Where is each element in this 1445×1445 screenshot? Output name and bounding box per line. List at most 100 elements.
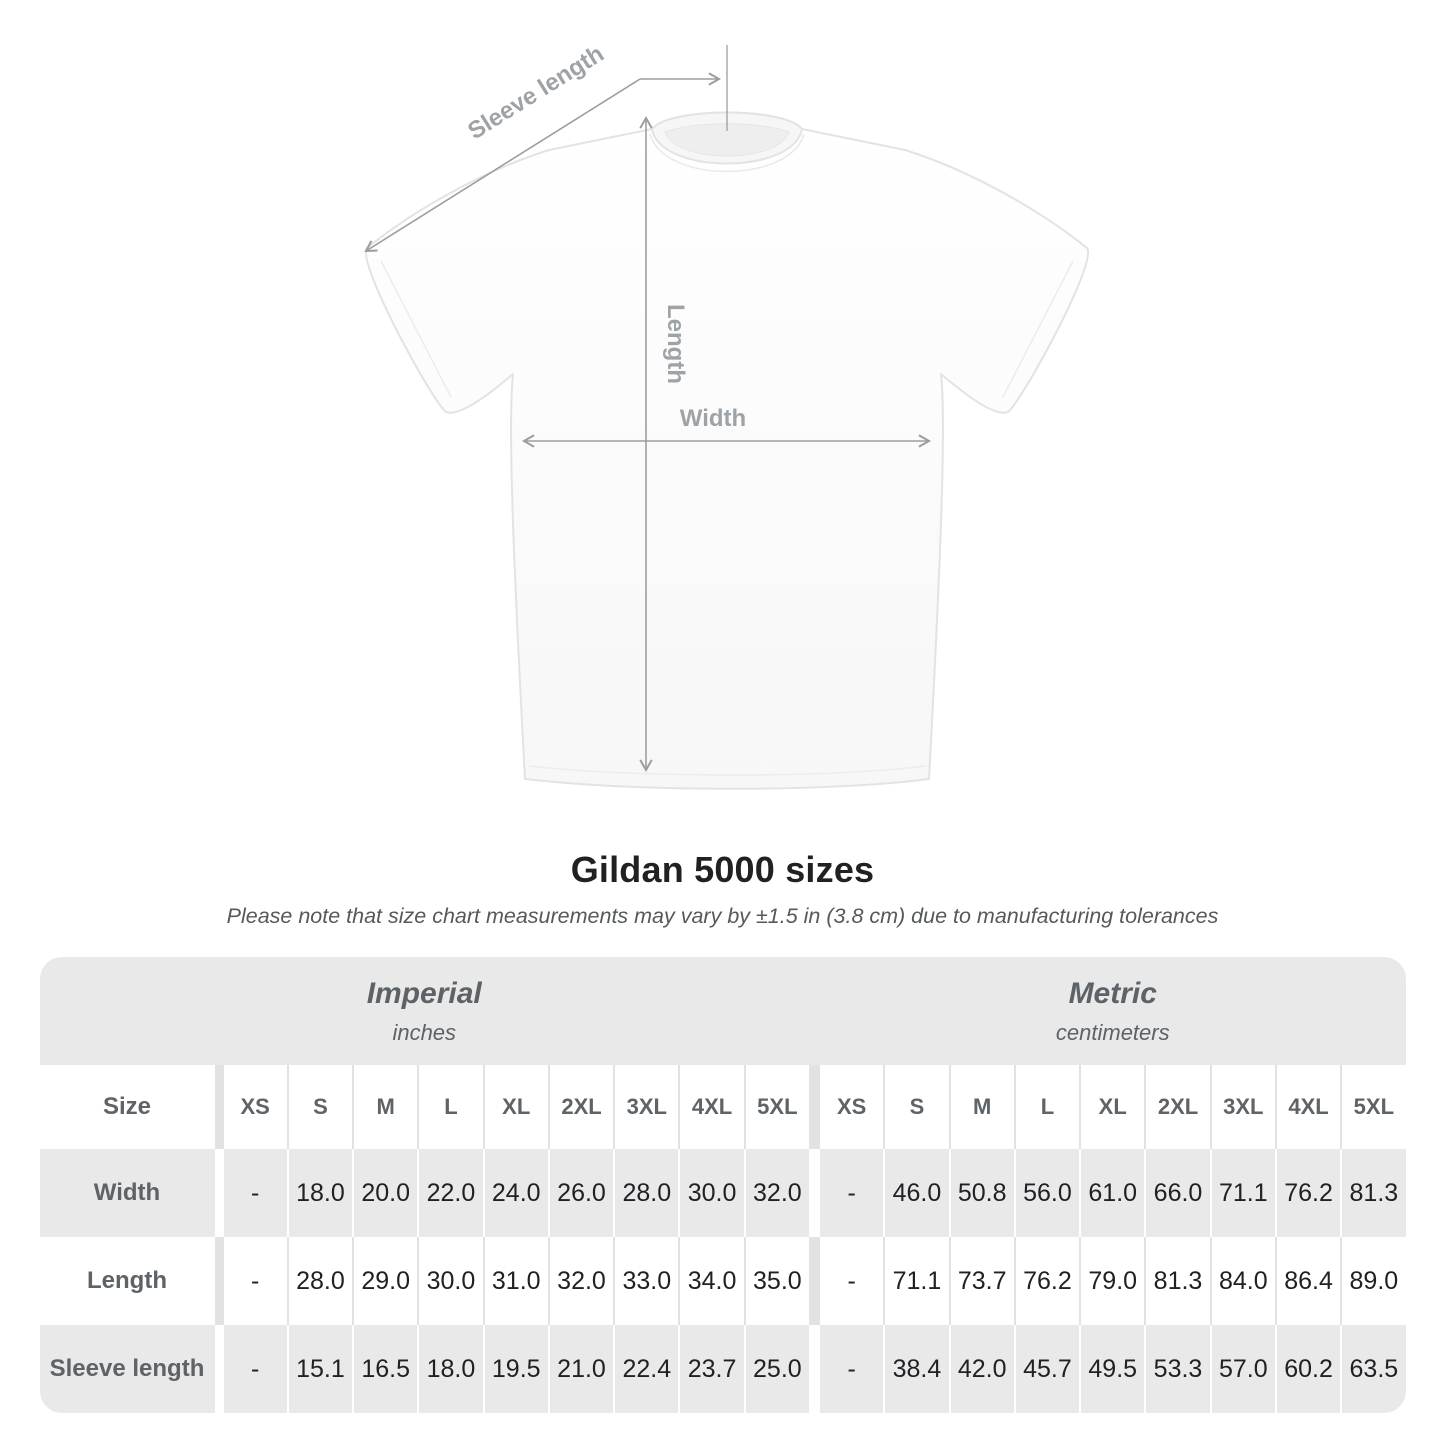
table-cell: 34.0 — [680, 1237, 744, 1325]
table-cell: 49.5 — [1081, 1325, 1145, 1413]
size-header-metric-4xl: 4XL — [1276, 1065, 1341, 1149]
table-cell: 66.0 — [1146, 1149, 1210, 1237]
table-cell: 76.2 — [1276, 1149, 1341, 1237]
size-header-metric-xs: XS — [820, 1065, 884, 1149]
size-header-imperial-xl: XL — [484, 1065, 548, 1149]
size-header-imperial-m: M — [354, 1065, 418, 1149]
table-cell: 42.0 — [950, 1325, 1014, 1413]
table-cell: 73.7 — [950, 1237, 1014, 1325]
table-cell: 81.3 — [1146, 1237, 1210, 1325]
tshirt-left-sleeve-stitch — [380, 260, 452, 398]
table-cell: 19.5 — [484, 1325, 548, 1413]
table-cell: 35.0 — [745, 1237, 809, 1325]
table-cell: 20.0 — [354, 1149, 418, 1237]
section-spacer — [811, 1237, 818, 1325]
column-spacer — [217, 1237, 222, 1325]
imperial-title: Imperial — [366, 976, 482, 1010]
table-cell: - — [820, 1237, 884, 1325]
table-cell: 29.0 — [354, 1237, 418, 1325]
tshirt-measurement-diagram: Sleeve length Length Width — [364, 40, 1090, 790]
row-label: Width — [39, 1149, 215, 1237]
length-label: Length — [662, 304, 689, 384]
size-header-imperial-xs: XS — [223, 1065, 287, 1149]
table-cell: 76.2 — [1015, 1237, 1080, 1325]
table-cell: 15.1 — [288, 1325, 353, 1413]
size-header-imperial-3xl: 3XL — [615, 1065, 679, 1149]
width-label: Width — [680, 405, 746, 432]
table-row-length: Length - 28.0 29.0 30.0 31.0 32.0 33.0 3… — [39, 1237, 1406, 1325]
size-header-metric-m: M — [950, 1065, 1014, 1149]
table-cell: 45.7 — [1015, 1325, 1080, 1413]
column-spacer — [217, 1065, 222, 1149]
section-spacer — [811, 1325, 818, 1413]
table-cell: 86.4 — [1276, 1237, 1341, 1325]
section-spacer — [811, 1065, 818, 1149]
table-cell: 22.0 — [419, 1149, 483, 1237]
row-label: Sleeve length — [39, 1325, 215, 1413]
table-cell: 63.5 — [1342, 1325, 1406, 1413]
table-cell: 22.4 — [615, 1325, 679, 1413]
section-spacer — [811, 1149, 818, 1237]
table-cell: 56.0 — [1015, 1149, 1080, 1237]
table-cell: 18.0 — [288, 1149, 353, 1237]
table-cell: - — [223, 1237, 287, 1325]
table-cell: 31.0 — [484, 1237, 548, 1325]
table-cell: 89.0 — [1342, 1237, 1406, 1325]
table-cell: 38.4 — [885, 1325, 949, 1413]
size-header-imperial-2xl: 2XL — [549, 1065, 614, 1149]
sleeve-length-label: Sleeve length — [463, 40, 609, 145]
column-spacer — [217, 1325, 222, 1413]
sleeve-length-arrow — [364, 78, 641, 253]
unit-band-row: Imperial inches Metric centimeters — [39, 957, 1406, 1065]
table-cell: 57.0 — [1211, 1325, 1275, 1413]
tshirt-right-sleeve-stitch — [1002, 260, 1074, 398]
tshirt-hem-stitch — [528, 765, 926, 776]
table-cell: - — [223, 1149, 287, 1237]
size-header-metric-xl: XL — [1081, 1065, 1145, 1149]
table-cell: 18.0 — [419, 1325, 483, 1413]
table-cell: 30.0 — [419, 1237, 483, 1325]
row-label: Length — [39, 1237, 215, 1325]
size-header-imperial-4xl: 4XL — [680, 1065, 744, 1149]
tshirt-collar-stitch — [649, 133, 805, 173]
table-cell: 28.0 — [615, 1149, 679, 1237]
size-header-metric-3xl: 3XL — [1211, 1065, 1275, 1149]
column-spacer — [217, 1149, 222, 1237]
table-cell: 26.0 — [549, 1149, 614, 1237]
table-cell: 21.0 — [549, 1325, 614, 1413]
size-header-imperial-5xl: 5XL — [745, 1065, 809, 1149]
metric-title: Metric — [1068, 976, 1157, 1010]
size-header-metric-s: S — [885, 1065, 949, 1149]
tolerance-note: Please note that size chart measurements… — [226, 904, 1219, 928]
table-cell: 28.0 — [288, 1237, 353, 1325]
table-cell: 33.0 — [615, 1237, 679, 1325]
table-cell: - — [820, 1325, 884, 1413]
table-row-width: Width - 18.0 20.0 22.0 24.0 26.0 28.0 30… — [39, 1149, 1406, 1237]
table-cell: 30.0 — [680, 1149, 744, 1237]
caption: Gildan 5000 sizes Please note that size … — [0, 849, 1445, 929]
size-header-metric-5xl: 5XL — [1342, 1065, 1406, 1149]
table-cell: 61.0 — [1081, 1149, 1145, 1237]
imperial-section-header: Imperial inches — [40, 977, 810, 1046]
table-cell: 84.0 — [1211, 1237, 1275, 1325]
table-cell: 50.8 — [950, 1149, 1014, 1237]
table-cell: 24.0 — [484, 1149, 548, 1237]
imperial-unit: inches — [392, 1019, 457, 1045]
table-cell: 32.0 — [745, 1149, 809, 1237]
table-cell: 53.3 — [1146, 1325, 1210, 1413]
size-header-imperial-l: L — [419, 1065, 483, 1149]
table-cell: 23.7 — [680, 1325, 744, 1413]
tshirt-body — [364, 111, 1090, 790]
page-title: Gildan 5000 sizes — [570, 849, 875, 890]
size-header-metric-2xl: 2XL — [1146, 1065, 1210, 1149]
table-cell: 81.3 — [1342, 1149, 1406, 1237]
size-header-metric-l: L — [1015, 1065, 1080, 1149]
size-table: Imperial inches Metric centimeters Size … — [39, 957, 1406, 1413]
table-cell: 60.2 — [1276, 1325, 1341, 1413]
table-cell: 32.0 — [549, 1237, 614, 1325]
size-column-header: Size — [39, 1065, 215, 1149]
table-cell: 46.0 — [885, 1149, 949, 1237]
table-cell: - — [223, 1325, 287, 1413]
table-cell: 71.1 — [1211, 1149, 1275, 1237]
table-cell: 79.0 — [1081, 1237, 1145, 1325]
